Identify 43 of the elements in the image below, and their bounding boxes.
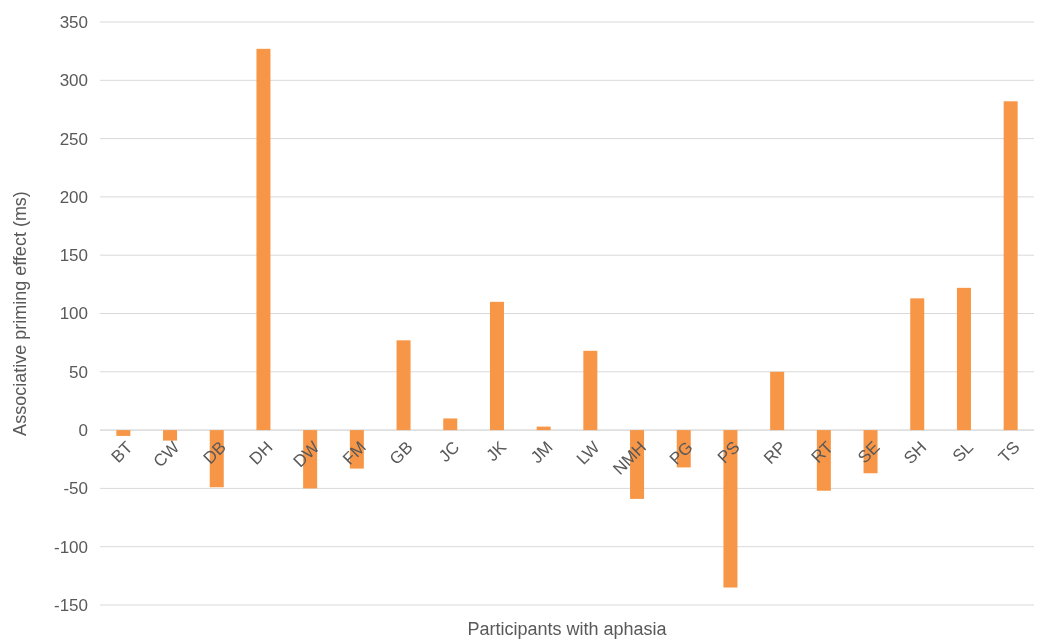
x-tick-label: JM (527, 437, 557, 468)
y-tick-label: 150 (59, 246, 88, 266)
bar (583, 350, 598, 431)
y-tick-label: 300 (59, 71, 88, 91)
x-tick-label: SL (948, 437, 977, 466)
y-tick-label: -150 (53, 595, 88, 615)
bar (116, 430, 131, 436)
bar (1003, 101, 1018, 431)
x-tick-label: LW (572, 437, 604, 469)
y-tick-label: 100 (59, 304, 88, 324)
bar (163, 430, 178, 441)
x-tick-label: DB (199, 437, 230, 468)
x-tick-label: SH (900, 437, 931, 468)
x-tick-label: BT (107, 437, 137, 467)
y-tick-label: 200 (59, 187, 88, 207)
x-tick-label: SE (854, 437, 884, 468)
y-tick-label: 350 (59, 12, 88, 32)
x-tick-label: FM (339, 437, 370, 469)
x-tick-label: DH (245, 437, 277, 469)
bar (956, 287, 971, 431)
y-tick-label: -50 (63, 479, 88, 499)
x-tick-label: JK (482, 437, 511, 466)
bar (396, 340, 411, 431)
bar (489, 301, 504, 431)
y-tick-label: 50 (69, 362, 88, 382)
bar (443, 418, 458, 431)
y-axis-title: Associative priming effect (ms) (10, 191, 30, 436)
y-tick-label: -100 (53, 537, 88, 557)
x-tick-label: TS (994, 437, 1024, 467)
x-tick-label: JC (435, 437, 464, 466)
x-tick-label: GB (385, 437, 417, 469)
bar (770, 371, 785, 431)
x-axis-title: Participants with aphasia (467, 619, 668, 639)
bar (256, 48, 271, 431)
x-tick-label: RT (807, 437, 837, 467)
y-tick-label: 250 (59, 129, 88, 149)
bar (910, 298, 925, 431)
y-tick-label: 0 (78, 421, 88, 441)
x-tick-label: PG (665, 437, 697, 469)
x-tick-label: CW (149, 437, 184, 472)
x-tick-label: PS (714, 437, 744, 468)
x-tick-label: RP (760, 437, 791, 468)
x-tick-label: DW (289, 437, 324, 472)
